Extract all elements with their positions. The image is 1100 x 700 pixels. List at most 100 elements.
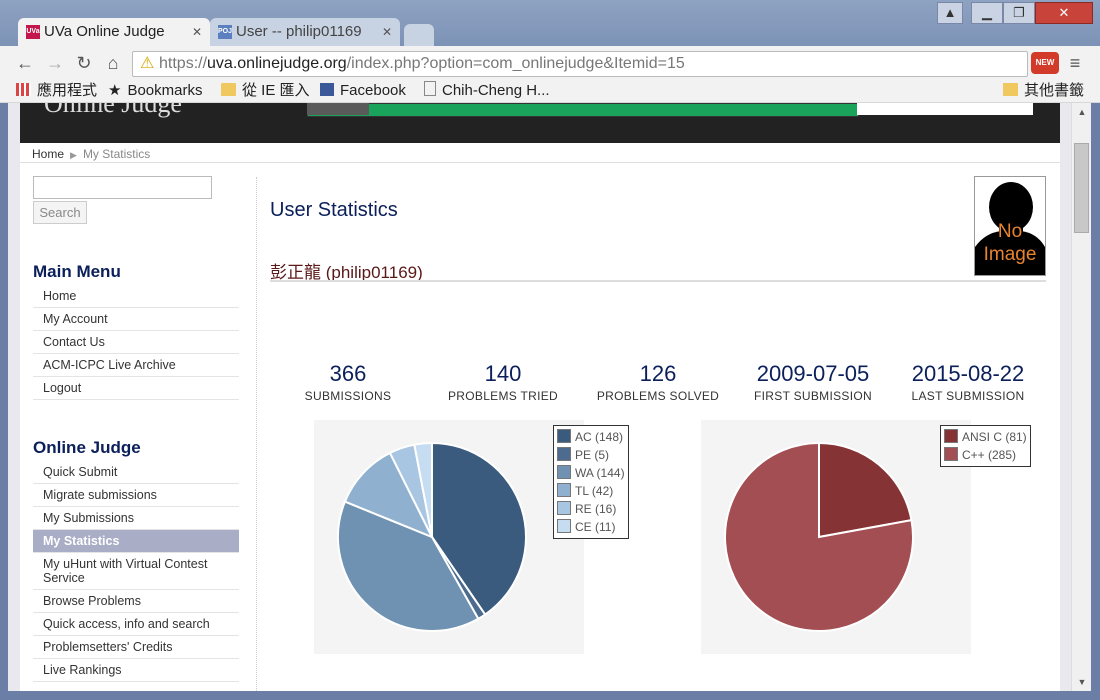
reload-icon[interactable]: ↻ [76,53,92,73]
url-path: /index.php?option=com_onlinejudge&Itemid… [346,55,685,72]
page-title: User Statistics [270,199,398,221]
menu-item-logout[interactable]: Logout [33,377,239,400]
uva-favicon-icon: UVa [26,25,40,39]
menu-item-uhunt[interactable]: My uHunt with Virtual Contest Service [33,553,239,590]
legend-item: C++ (285) [944,446,1027,464]
bookmark-facebook[interactable]: Facebook [320,81,406,101]
page-icon [424,81,436,96]
stat-problems-tried: 140 PROBLEMS TRIED [447,361,558,403]
menu-item-live-archive[interactable]: ACM-ICPC Live Archive [33,354,239,377]
avatar-text: Image [983,244,1037,265]
pie-slice-wa [337,500,480,632]
user-handle: (philip01169) [325,263,423,282]
tab-uva[interactable]: UVa UVa Online Judge ✕ [18,18,210,46]
tab-poj-user[interactable]: POJ User -- philip01169 ✕ [210,18,400,46]
legend-swatch [557,447,571,461]
tab-label: User -- philip01169 [236,23,362,40]
tab-label: UVa Online Judge [44,23,165,40]
legend-item: TL (42) [557,482,625,500]
banner-progress [307,103,859,117]
legend-swatch [557,483,571,497]
search-input[interactable] [33,176,212,199]
verdict-chart [314,420,584,654]
legend-swatch [557,429,571,443]
site-logo[interactable]: Online Judge [44,103,182,118]
poj-favicon-icon: POJ [218,25,232,39]
menu-item-quick-submit[interactable]: Quick Submit [33,461,239,484]
menu-item-my-account[interactable]: My Account [33,308,239,331]
search-button[interactable]: Search [33,201,87,224]
menu-icon[interactable]: ≡ [1069,53,1081,73]
legend-swatch [557,519,571,533]
legend-swatch [944,429,958,443]
main-menu: Home My Account Contact Us ACM-ICPC Live… [33,285,239,400]
menu-item-my-submissions[interactable]: My Submissions [33,507,239,530]
menu-item-live-rankings[interactable]: Live Rankings [33,659,239,682]
menu-item-browse-problems[interactable]: Browse Problems [33,590,239,613]
bookmark-ie-import[interactable]: 從 IE 匯入 [221,81,310,101]
user-name: 彭正龍 (philip01169) [270,263,423,282]
folder-icon [221,83,236,96]
legend-swatch [944,447,958,461]
url-scheme: https:// [159,55,208,72]
minimize-button[interactable]: ▁ [971,2,1003,24]
breadcrumb-home[interactable]: Home [32,147,65,161]
apps-icon [16,83,31,96]
legend-label: AC (148) [575,430,624,444]
back-icon[interactable]: ← [16,53,34,73]
forward-icon[interactable]: → [46,53,64,73]
bookmark-apps[interactable]: 應用程式 [16,81,97,101]
language-pie [724,441,914,632]
legend-swatch [557,465,571,479]
menu-item-migrate[interactable]: Migrate submissions [33,484,239,507]
close-window-button[interactable]: ✕ [1035,2,1093,24]
legend-item: CE (11) [557,518,625,536]
page: Online Judge Home ▶ My Statistics Search M… [20,103,1060,691]
legend-label: TL (42) [575,484,614,498]
menu-item-credits[interactable]: Problemsetters' Credits [33,636,239,659]
verdict-pie [337,441,527,632]
star-icon: ★ [108,82,122,99]
avatar-text: No [997,221,1023,242]
stat-first-submission: 2009-07-05 FIRST SUBMISSION [754,361,872,403]
close-tab-icon[interactable]: ✕ [381,25,392,39]
bookmarks-bar: 應用程式 ★ Bookmarks 從 IE 匯入 Facebook Chih-Ch… [0,80,1100,103]
scroll-up-icon[interactable]: ▲ [1077,107,1087,117]
new-extension-icon[interactable]: NEW [1031,52,1059,74]
menu-item-contact-us[interactable]: Contact Us [33,331,239,354]
legend-item: AC (148) [557,428,625,446]
home-icon[interactable]: ⌂ [107,53,119,73]
legend-swatch [557,501,571,515]
online-judge-title: Online Judge [33,438,141,457]
new-tab-button[interactable] [404,24,434,46]
scrollbar-thumb[interactable] [1074,143,1089,233]
silhouette-icon [975,182,1045,275]
avatar: No Image [974,176,1046,276]
pie-slice-ce [413,441,433,538]
online-judge-menu: Quick Submit Migrate submissions My Subm… [33,461,239,682]
page-viewport: Online Judge Home ▶ My Statistics Search M… [8,103,1091,691]
pie-slice-ac [431,441,527,616]
legend-label: ANSI C (81) [962,430,1027,444]
stat-problems-solved: 126 PROBLEMS SOLVED [596,361,720,403]
close-tab-icon[interactable]: ✕ [191,25,202,39]
menu-item-my-statistics[interactable]: My Statistics [33,530,239,553]
maximize-button[interactable]: ❐ [1003,2,1035,24]
stat-submissions: 366 SUBMISSIONS [304,361,392,403]
menu-item-home[interactable]: Home [33,285,239,308]
language-chart [701,420,971,654]
bookmark-chih[interactable]: Chih-Cheng H... [424,81,550,101]
pie-slice-ansi [818,441,913,539]
breadcrumb: Home ▶ My Statistics [32,147,150,161]
user-icon[interactable]: ▲ [937,2,963,24]
breadcrumb-current: My Statistics [82,147,151,161]
vertical-scrollbar[interactable]: ▲ ▼ [1071,103,1091,691]
bookmark-other[interactable]: 其他書籤 [1003,81,1084,101]
bookmark-bookmarks[interactable]: ★ Bookmarks [108,82,203,99]
legend-item: WA (144) [557,464,625,482]
address-bar[interactable]: ⚠ https://uva.onlinejudge.org/index.php?… [132,51,1028,77]
menu-item-quick-access[interactable]: Quick access, info and search [33,613,239,636]
scroll-down-icon[interactable]: ▼ [1077,677,1087,687]
pie-slice-c [724,441,914,632]
folder-icon [1003,83,1018,96]
